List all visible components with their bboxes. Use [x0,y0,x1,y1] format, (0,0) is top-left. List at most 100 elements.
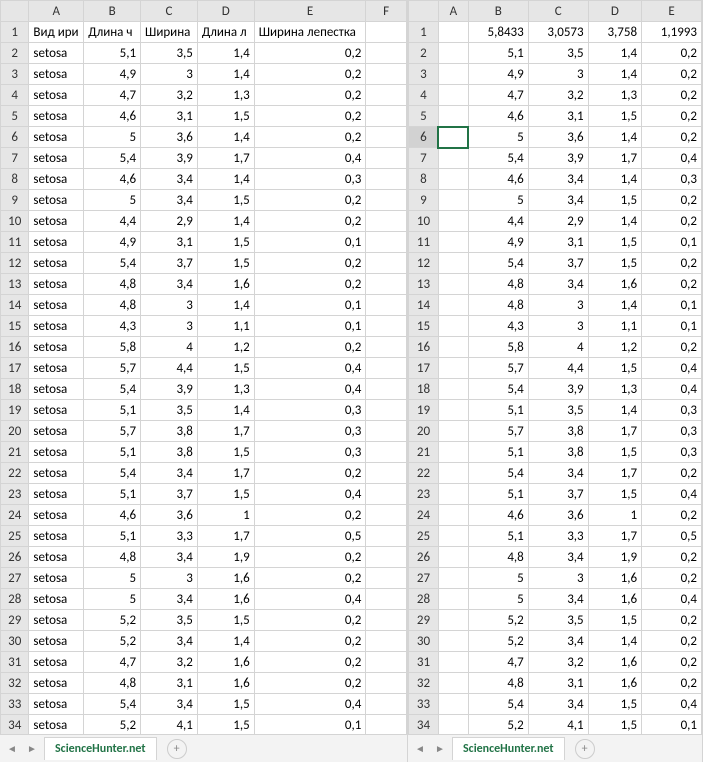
cell[interactable]: 4,8 [84,274,141,295]
nav-prev-icon[interactable]: ◄ [412,741,428,757]
cell[interactable]: setosa [29,547,84,568]
column-header[interactable]: E [642,1,702,22]
cell[interactable] [438,85,468,106]
cell[interactable]: 1,4 [197,400,254,421]
cell[interactable]: 3,7 [141,253,198,274]
row-header[interactable]: 27 [1,568,29,589]
cell[interactable]: 0,5 [642,526,702,547]
row-header[interactable]: 6 [409,127,439,148]
cell[interactable]: 1,9 [197,547,254,568]
cell[interactable]: 0,4 [642,589,702,610]
cell[interactable]: setosa [29,295,84,316]
cell[interactable]: 4,4 [468,211,528,232]
row-header[interactable]: 3 [1,64,29,85]
cell[interactable]: 3,9 [141,379,198,400]
row-header[interactable]: 27 [409,568,439,589]
cell[interactable]: setosa [29,232,84,253]
row-header[interactable]: 5 [409,106,439,127]
nav-next-icon[interactable]: ► [432,741,448,757]
cell[interactable]: 0,2 [642,568,702,589]
cell[interactable]: 0,3 [254,400,366,421]
cell[interactable] [366,211,407,232]
row-header[interactable]: 11 [409,232,439,253]
cell[interactable]: 0,4 [642,358,702,379]
column-header[interactable]: D [588,1,641,22]
cell[interactable]: 4,8 [84,547,141,568]
cell[interactable]: 4,6 [84,169,141,190]
cell[interactable]: 5,4 [468,694,528,715]
cell[interactable]: 3,7 [141,484,198,505]
cell[interactable]: 4,7 [468,652,528,673]
cell[interactable]: 0,2 [642,274,702,295]
row-header[interactable]: 10 [1,211,29,232]
cell[interactable]: 0,2 [642,673,702,694]
cell[interactable]: 5,1 [468,484,528,505]
cell[interactable]: Длина ч [84,22,141,43]
cell[interactable]: 3,4 [141,589,198,610]
row-header[interactable]: 8 [409,169,439,190]
cell[interactable] [438,169,468,190]
cell[interactable]: 0,1 [642,232,702,253]
cell[interactable] [438,421,468,442]
column-header[interactable]: F [366,1,407,22]
cell[interactable]: 4 [528,337,588,358]
cell[interactable]: 5 [468,190,528,211]
cell[interactable]: 1,4 [197,43,254,64]
cell[interactable]: 4,9 [468,232,528,253]
cell[interactable] [438,589,468,610]
cell[interactable]: 1,5 [588,253,641,274]
cell[interactable]: 1,3 [588,379,641,400]
cell[interactable]: 5,2 [84,610,141,631]
row-header[interactable]: 30 [1,631,29,652]
cell[interactable]: setosa [29,400,84,421]
row-header[interactable]: 2 [1,43,29,64]
cell[interactable]: 4,6 [84,505,141,526]
cell[interactable] [366,148,407,169]
cell[interactable]: 0,2 [254,274,366,295]
cell[interactable]: 5,4 [84,379,141,400]
cell[interactable] [366,463,407,484]
cell[interactable]: 4,1 [528,715,588,735]
column-header[interactable]: C [141,1,198,22]
cell[interactable] [366,631,407,652]
cell[interactable]: 0,2 [642,610,702,631]
cell[interactable]: 3,9 [528,148,588,169]
cell[interactable]: 4,4 [141,358,198,379]
cell[interactable]: 1,5 [588,694,641,715]
cell[interactable]: 0,4 [254,379,366,400]
cell[interactable]: 3,1 [141,673,198,694]
cell[interactable]: 1,5 [197,715,254,735]
cell[interactable]: 1,7 [197,148,254,169]
cell[interactable]: 1,4 [197,631,254,652]
cell[interactable]: 3,1 [528,232,588,253]
column-header[interactable]: B [468,1,528,22]
cell[interactable]: 3 [528,64,588,85]
cell[interactable] [366,400,407,421]
cell[interactable]: 4,6 [84,106,141,127]
cell[interactable] [366,589,407,610]
cell[interactable]: 3,6 [528,127,588,148]
cell[interactable]: 0,3 [642,169,702,190]
cell[interactable]: 0,4 [642,694,702,715]
cell[interactable]: setosa [29,610,84,631]
cell[interactable] [366,715,407,735]
cell[interactable]: 4,6 [468,505,528,526]
cell[interactable] [438,148,468,169]
cell[interactable] [366,22,407,43]
cell[interactable]: setosa [29,253,84,274]
cell[interactable]: 4,9 [84,64,141,85]
row-header[interactable]: 22 [1,463,29,484]
cell[interactable]: setosa [29,337,84,358]
cell[interactable]: 5,2 [468,610,528,631]
cell[interactable]: 0,2 [642,190,702,211]
row-header[interactable]: 5 [1,106,29,127]
cell[interactable]: setosa [29,190,84,211]
cell[interactable]: 5,4 [468,148,528,169]
add-sheet-button[interactable]: + [167,739,187,759]
cell[interactable]: 0,4 [254,589,366,610]
cell[interactable]: 0,1 [642,715,702,735]
cell[interactable]: 3,4 [528,694,588,715]
cell[interactable] [438,673,468,694]
cell[interactable]: 1,5 [197,484,254,505]
cell[interactable]: 0,2 [642,631,702,652]
